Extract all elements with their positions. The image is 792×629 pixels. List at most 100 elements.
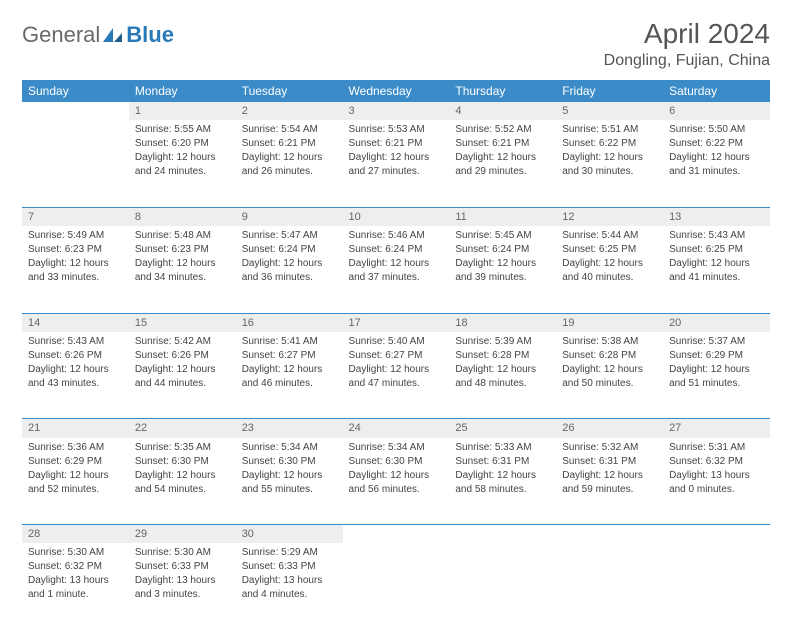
content-row: Sunrise: 5:43 AMSunset: 6:26 PMDaylight:…: [22, 332, 770, 418]
day-number: [556, 525, 663, 544]
daynum-row: 78910111213: [22, 207, 770, 226]
sunrise-text: Sunrise: 5:37 AM: [669, 335, 764, 348]
day-cell: Sunrise: 5:41 AMSunset: 6:27 PMDaylight:…: [236, 332, 343, 418]
sunrise-text: Sunrise: 5:43 AM: [28, 335, 123, 348]
daylight-text: Daylight: 13 hours: [242, 574, 337, 587]
daylight-text: Daylight: 12 hours: [28, 363, 123, 376]
day-number: 24: [343, 419, 450, 438]
daylight-text: Daylight: 13 hours: [135, 574, 230, 587]
day-number: 26: [556, 419, 663, 438]
daylight-text: Daylight: 12 hours: [28, 469, 123, 482]
sunrise-text: Sunrise: 5:34 AM: [349, 441, 444, 454]
day-number: 30: [236, 525, 343, 544]
day-cell: [663, 543, 770, 629]
day-number: 4: [449, 102, 556, 120]
sunrise-text: Sunrise: 5:46 AM: [349, 229, 444, 242]
day-number: 16: [236, 313, 343, 332]
day-number: 3: [343, 102, 450, 120]
day-cell: Sunrise: 5:44 AMSunset: 6:25 PMDaylight:…: [556, 226, 663, 312]
daynum-row: 21222324252627: [22, 419, 770, 438]
weekday-header: Friday: [556, 80, 663, 102]
daylight-text: Daylight: 12 hours: [562, 469, 657, 482]
daylight-text: and 46 minutes.: [242, 377, 337, 390]
daylight-text: Daylight: 12 hours: [349, 257, 444, 270]
day-cell: Sunrise: 5:50 AMSunset: 6:22 PMDaylight:…: [663, 120, 770, 206]
day-cell: Sunrise: 5:37 AMSunset: 6:29 PMDaylight:…: [663, 332, 770, 418]
sunrise-text: Sunrise: 5:32 AM: [562, 441, 657, 454]
daynum-row: 14151617181920: [22, 313, 770, 332]
sunrise-text: Sunrise: 5:38 AM: [562, 335, 657, 348]
day-number: 15: [129, 313, 236, 332]
calendar-table: Sunday Monday Tuesday Wednesday Thursday…: [22, 80, 770, 629]
daylight-text: Daylight: 12 hours: [562, 151, 657, 164]
day-number: 20: [663, 313, 770, 332]
daylight-text: and 47 minutes.: [349, 377, 444, 390]
day-cell: [449, 543, 556, 629]
sunset-text: Sunset: 6:25 PM: [562, 243, 657, 256]
daylight-text: Daylight: 12 hours: [135, 257, 230, 270]
sunset-text: Sunset: 6:26 PM: [28, 349, 123, 362]
day-cell: Sunrise: 5:55 AMSunset: 6:20 PMDaylight:…: [129, 120, 236, 206]
daylight-text: and 52 minutes.: [28, 483, 123, 496]
daylight-text: and 4 minutes.: [242, 588, 337, 601]
daylight-text: Daylight: 12 hours: [455, 151, 550, 164]
day-cell: Sunrise: 5:32 AMSunset: 6:31 PMDaylight:…: [556, 438, 663, 524]
day-number: [663, 525, 770, 544]
day-cell: [22, 120, 129, 206]
sunrise-text: Sunrise: 5:49 AM: [28, 229, 123, 242]
day-number: 19: [556, 313, 663, 332]
day-number: 18: [449, 313, 556, 332]
day-cell: Sunrise: 5:47 AMSunset: 6:24 PMDaylight:…: [236, 226, 343, 312]
sunrise-text: Sunrise: 5:50 AM: [669, 123, 764, 136]
daylight-text: Daylight: 12 hours: [28, 257, 123, 270]
weekday-header: Tuesday: [236, 80, 343, 102]
daylight-text: Daylight: 12 hours: [562, 363, 657, 376]
daylight-text: Daylight: 12 hours: [242, 257, 337, 270]
day-cell: Sunrise: 5:45 AMSunset: 6:24 PMDaylight:…: [449, 226, 556, 312]
daylight-text: and 26 minutes.: [242, 165, 337, 178]
day-cell: [556, 543, 663, 629]
day-number: [22, 102, 129, 120]
day-cell: Sunrise: 5:34 AMSunset: 6:30 PMDaylight:…: [236, 438, 343, 524]
daylight-text: and 30 minutes.: [562, 165, 657, 178]
sunrise-text: Sunrise: 5:41 AM: [242, 335, 337, 348]
sunset-text: Sunset: 6:24 PM: [455, 243, 550, 256]
logo-text-2: Blue: [126, 22, 174, 47]
sunrise-text: Sunrise: 5:33 AM: [455, 441, 550, 454]
sunrise-text: Sunrise: 5:30 AM: [28, 546, 123, 559]
daylight-text: Daylight: 12 hours: [135, 151, 230, 164]
daylight-text: Daylight: 12 hours: [349, 151, 444, 164]
daylight-text: and 29 minutes.: [455, 165, 550, 178]
sunset-text: Sunset: 6:23 PM: [28, 243, 123, 256]
sunset-text: Sunset: 6:21 PM: [242, 137, 337, 150]
day-number: 29: [129, 525, 236, 544]
content-row: Sunrise: 5:36 AMSunset: 6:29 PMDaylight:…: [22, 438, 770, 524]
sunrise-text: Sunrise: 5:45 AM: [455, 229, 550, 242]
daylight-text: and 40 minutes.: [562, 271, 657, 284]
daylight-text: and 55 minutes.: [242, 483, 337, 496]
daylight-text: Daylight: 12 hours: [242, 151, 337, 164]
day-cell: Sunrise: 5:53 AMSunset: 6:21 PMDaylight:…: [343, 120, 450, 206]
daylight-text: and 39 minutes.: [455, 271, 550, 284]
sunrise-text: Sunrise: 5:29 AM: [242, 546, 337, 559]
daylight-text: and 27 minutes.: [349, 165, 444, 178]
day-cell: Sunrise: 5:51 AMSunset: 6:22 PMDaylight:…: [556, 120, 663, 206]
day-cell: Sunrise: 5:36 AMSunset: 6:29 PMDaylight:…: [22, 438, 129, 524]
daylight-text: Daylight: 12 hours: [349, 363, 444, 376]
day-number: 17: [343, 313, 450, 332]
day-number: 14: [22, 313, 129, 332]
day-cell: Sunrise: 5:46 AMSunset: 6:24 PMDaylight:…: [343, 226, 450, 312]
sunset-text: Sunset: 6:27 PM: [242, 349, 337, 362]
sunrise-text: Sunrise: 5:52 AM: [455, 123, 550, 136]
day-cell: Sunrise: 5:49 AMSunset: 6:23 PMDaylight:…: [22, 226, 129, 312]
day-number: 10: [343, 207, 450, 226]
daylight-text: and 41 minutes.: [669, 271, 764, 284]
day-number: [449, 525, 556, 544]
sunrise-text: Sunrise: 5:31 AM: [669, 441, 764, 454]
daylight-text: and 48 minutes.: [455, 377, 550, 390]
sunset-text: Sunset: 6:32 PM: [669, 455, 764, 468]
sunset-text: Sunset: 6:31 PM: [562, 455, 657, 468]
sunrise-text: Sunrise: 5:54 AM: [242, 123, 337, 136]
daylight-text: and 50 minutes.: [562, 377, 657, 390]
sunrise-text: Sunrise: 5:30 AM: [135, 546, 230, 559]
